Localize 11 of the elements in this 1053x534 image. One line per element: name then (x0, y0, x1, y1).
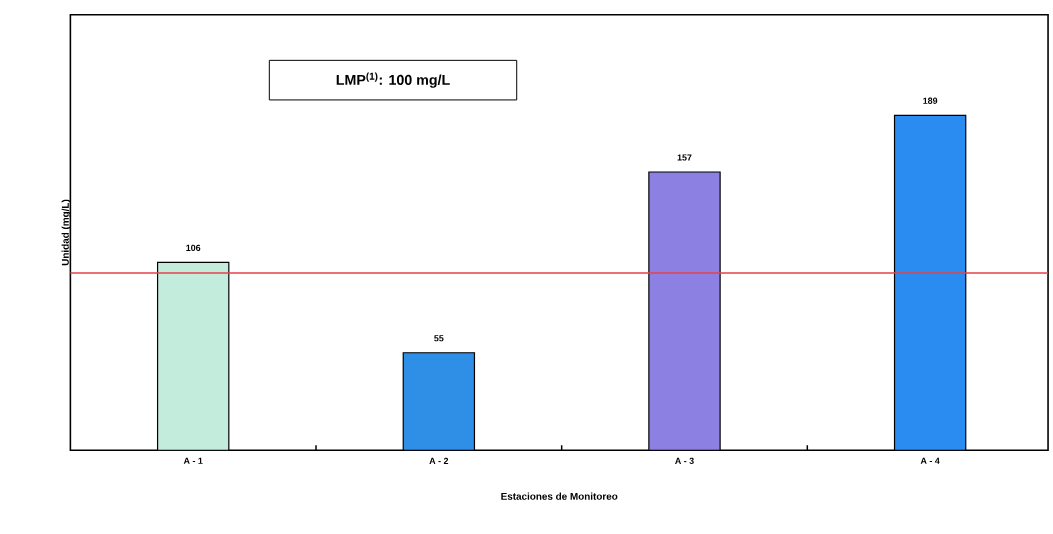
text: LMP$^{(1)}$: 100 mg/L (336, 72, 450, 88)
x-axis-title: Estaciones de Monitoreo (501, 492, 618, 500)
x-tick-label: A - 2 (429, 457, 449, 464)
data-label: 55 (434, 334, 444, 342)
x-tick-label: A - 3 (675, 457, 694, 464)
x-tick-label: A - 1 (183, 457, 203, 464)
data-label: 106 (186, 244, 201, 251)
data-label: 189 (923, 97, 938, 104)
x-tick-label: A - 4 (920, 457, 940, 464)
y-axis-title: Unidad (mg/L) (61, 199, 71, 266)
data-label: 157 (677, 154, 692, 161)
